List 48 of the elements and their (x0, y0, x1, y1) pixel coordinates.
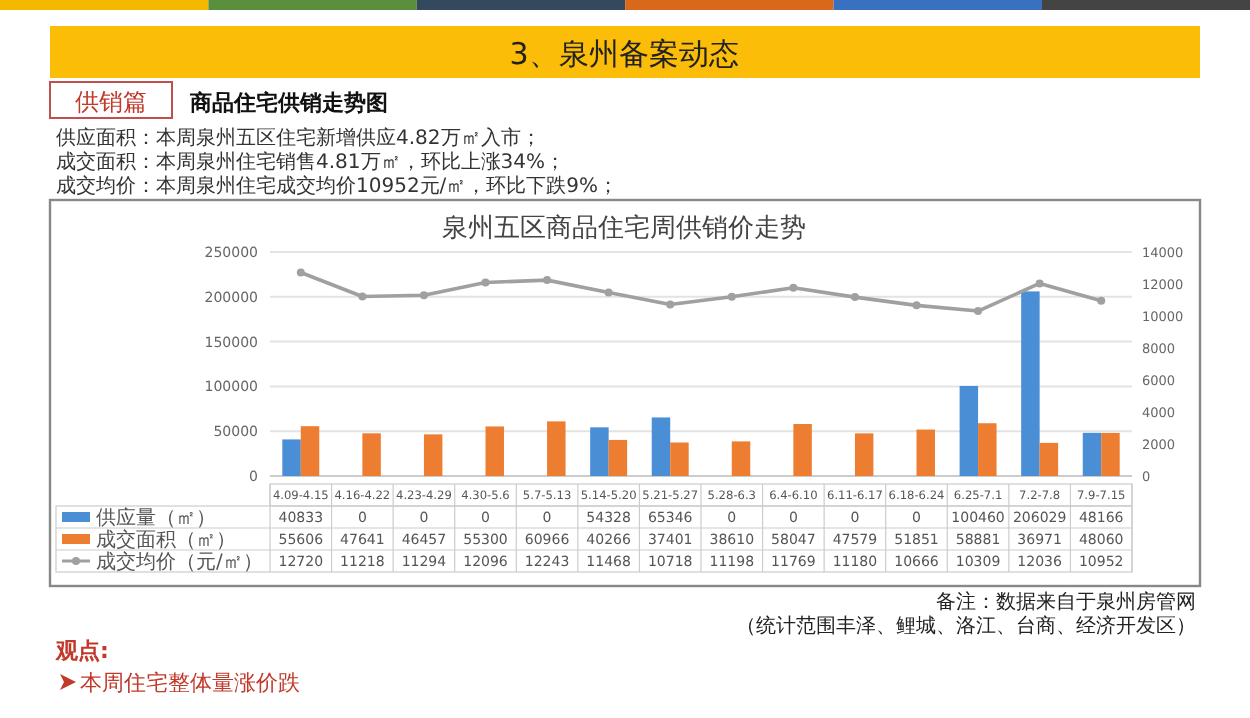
text: 成交面积：本周泉州住宅销售4.81万㎡，环比上涨34%； (56, 150, 565, 174)
bar (731, 441, 751, 476)
bar (362, 433, 381, 476)
point (358, 292, 367, 301)
point (666, 300, 675, 309)
text: 供应面积：本周泉州五区住宅新增供应4.82万㎡入市； (56, 126, 541, 150)
bar (1039, 442, 1059, 476)
bar (854, 433, 874, 476)
point (543, 276, 552, 285)
chart-title: 泉州五区商品住宅周供销价走势 (442, 212, 806, 244)
point (850, 293, 859, 302)
point (727, 292, 736, 301)
bar (959, 385, 979, 476)
point (419, 291, 428, 300)
bar (1021, 291, 1040, 476)
legend-label: 成交面积（㎡） (96, 528, 236, 552)
bar (608, 439, 628, 476)
point (789, 283, 798, 292)
bar (916, 429, 935, 476)
bar (423, 434, 443, 476)
point (1035, 279, 1044, 288)
bar (651, 417, 671, 476)
text: 备注：数据来自于泉州房管网 (936, 590, 1196, 614)
text: （统计范围丰泽、鲤城、洛江、台商、经济开发区） (736, 614, 1196, 638)
point (974, 307, 983, 316)
point (912, 301, 921, 310)
bar (978, 423, 997, 476)
legend-label: 供应量（㎡） (96, 506, 216, 530)
bar (485, 426, 504, 476)
point (604, 288, 613, 297)
text: 供销篇 (75, 88, 147, 116)
point (1097, 296, 1106, 305)
text: 成交均价：本周泉州住宅成交均价10952元/㎡，环比下跌9%； (56, 174, 619, 198)
bar (670, 442, 689, 476)
bar (1082, 432, 1102, 476)
bar (547, 421, 566, 476)
text: 本周住宅整体量涨价跌 (80, 670, 300, 696)
bar (793, 423, 812, 476)
text: 3、泉州备案动态 (509, 36, 739, 72)
point (481, 278, 490, 287)
bar (300, 426, 320, 476)
bar (590, 427, 609, 476)
text: 观点: (54, 638, 109, 664)
text: 商品住宅供销走势图 (188, 90, 388, 116)
point (296, 268, 305, 277)
bar (1101, 432, 1120, 476)
bar (282, 439, 301, 476)
legend-label: 成交均价（元/㎡） (96, 550, 263, 574)
